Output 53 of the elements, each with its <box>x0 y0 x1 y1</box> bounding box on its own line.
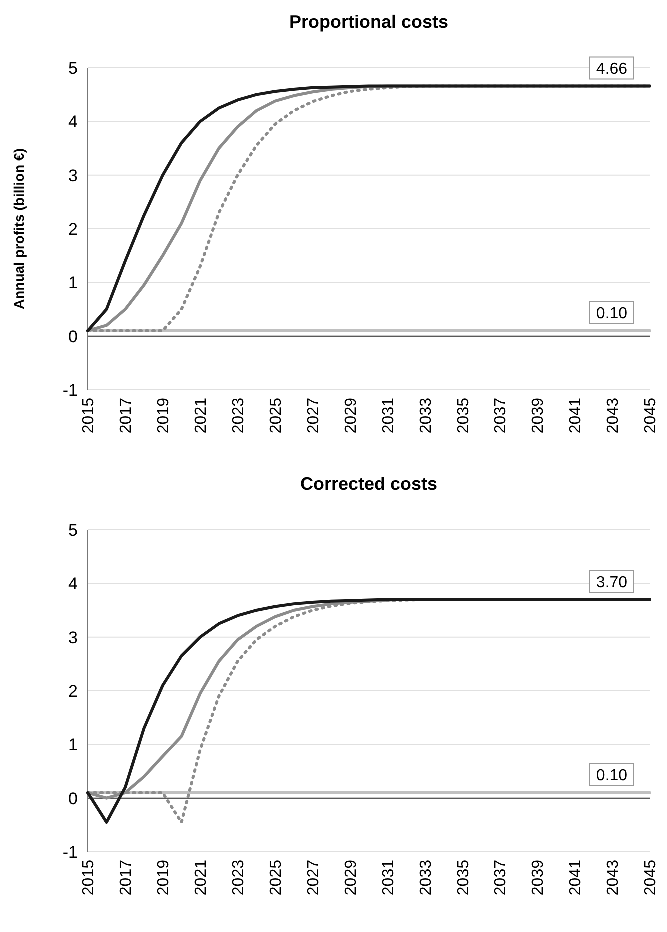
x-tick-label: 2019 <box>156 398 173 434</box>
x-tick-label: 2023 <box>230 398 248 434</box>
x-tick-label: 2041 <box>568 398 585 434</box>
x-tick-label: 2045 <box>642 860 660 896</box>
x-tick-label: 2027 <box>305 398 322 434</box>
y-tick-label: 1 <box>68 274 78 293</box>
x-tick-label: 2029 <box>342 398 360 434</box>
x-tick-label: 2037 <box>492 860 510 896</box>
x-tick-label: 2043 <box>605 860 622 896</box>
y-tick-label: 2 <box>68 220 78 239</box>
x-tick-label: 2021 <box>193 398 210 434</box>
x-tick-label: 2035 <box>455 860 472 896</box>
annotation: 3.70 <box>596 574 628 592</box>
chart-title: Corrected costs <box>300 474 438 494</box>
x-tick-label: 2025 <box>268 860 285 896</box>
x-tick-label: 2041 <box>568 860 585 896</box>
x-tick-label: 2025 <box>268 398 285 434</box>
y-tick-label: 0 <box>68 789 78 808</box>
y-tick-label: 3 <box>68 166 78 186</box>
x-tick-label: 2017 <box>118 398 136 434</box>
annotation: 0.10 <box>596 306 628 323</box>
y-tick-label: 3 <box>68 628 78 648</box>
x-tick-label: 2015 <box>80 398 98 434</box>
x-tick-label: 2033 <box>418 398 435 434</box>
x-tick-label: 2037 <box>492 398 510 434</box>
x-tick-label: 2019 <box>156 860 173 896</box>
y-tick-label: 2 <box>68 682 78 701</box>
y-tick-label: 1 <box>68 736 78 755</box>
x-tick-label: 2015 <box>80 860 98 896</box>
y-tick-label: 5 <box>68 58 78 78</box>
y-axis-title: Annual profits (billion €) <box>11 148 27 310</box>
y-tick-label: -1 <box>62 380 78 400</box>
x-tick-label: 2023 <box>230 860 248 896</box>
y-tick-label: 4 <box>68 112 78 132</box>
y-tick-label: -1 <box>62 842 78 862</box>
x-tick-label: 2045 <box>642 398 660 434</box>
annotation: 4.66 <box>596 60 628 78</box>
annotation: 0.10 <box>596 768 628 785</box>
x-tick-label: 2033 <box>418 860 435 896</box>
x-tick-label: 2027 <box>305 860 322 896</box>
y-tick-label: 0 <box>68 327 78 346</box>
y-tick-label: 4 <box>68 574 78 594</box>
x-tick-label: 2043 <box>605 398 622 434</box>
x-tick-label: 2039 <box>530 860 548 896</box>
x-tick-label: 2031 <box>380 860 398 896</box>
x-tick-label: 2029 <box>342 860 360 896</box>
x-tick-label: 2035 <box>455 398 472 434</box>
x-tick-label: 2039 <box>530 398 548 434</box>
chart-title: Proportional costs <box>289 12 449 32</box>
y-tick-label: 5 <box>68 520 78 540</box>
x-tick-label: 2021 <box>193 860 210 896</box>
x-tick-label: 2017 <box>118 860 136 896</box>
x-tick-label: 2031 <box>380 398 398 434</box>
